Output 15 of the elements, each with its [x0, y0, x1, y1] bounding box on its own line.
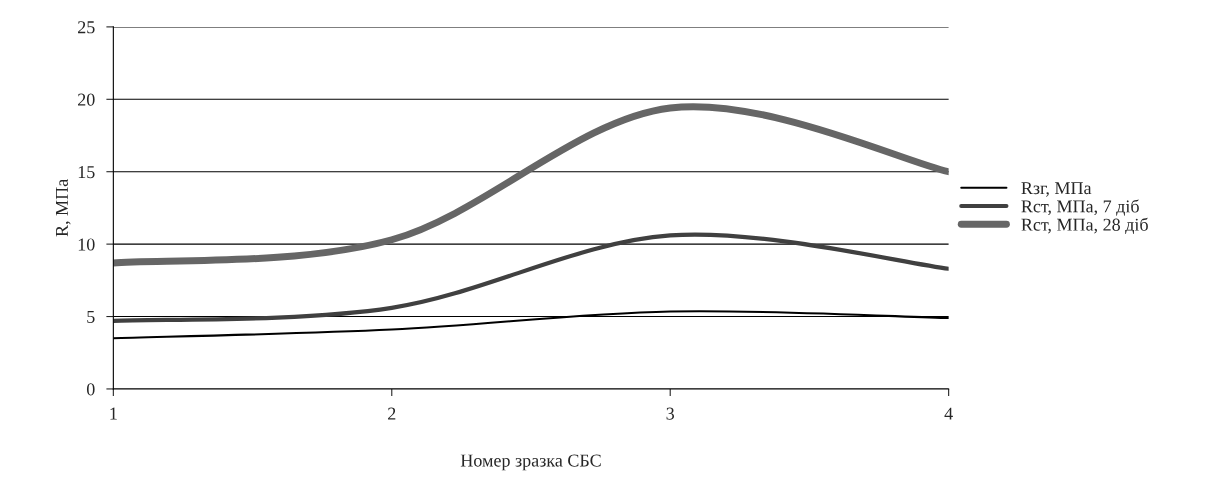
legend-label: Rзг, МПа — [1021, 182, 1092, 197]
y-tick-label: 0 — [86, 383, 95, 396]
y-tick-label: 15 — [78, 166, 95, 179]
x-tick-label: 2 — [388, 407, 396, 420]
y-tick-label: 5 — [87, 310, 95, 323]
x-tick-label: 1 — [110, 407, 117, 420]
y-tick-label: 25 — [78, 21, 95, 34]
y-tick-label: 10 — [78, 238, 95, 251]
y-axis-title: R, МПа — [56, 179, 71, 237]
y-tick-label: 20 — [78, 93, 95, 106]
x-tick-label: 3 — [666, 407, 675, 420]
legend-label: Rст, МПа, 7 діб — [1021, 199, 1139, 216]
x-axis-title: Номер зразка СБС — [460, 454, 601, 471]
legend-label: Rст, МПа, 28 діб — [1021, 217, 1148, 235]
x-tick-label: 4 — [944, 407, 953, 420]
